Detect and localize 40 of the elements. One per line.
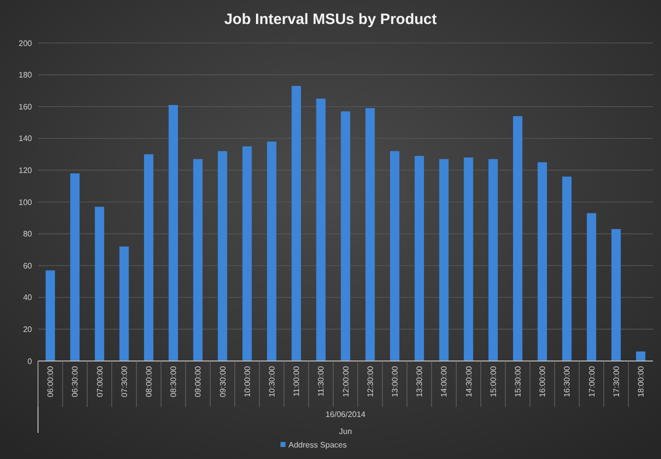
y-tick-label: 140 <box>18 134 33 144</box>
x-tick-label: 10:00:00 <box>242 365 252 398</box>
legend-label: Address Spaces <box>288 440 347 450</box>
chart-title: Job Interval MSUs by Product <box>224 11 437 28</box>
y-tick-label: 100 <box>18 198 33 207</box>
y-tick-label: 160 <box>18 102 33 112</box>
x-tick-label: 16:00:00 <box>538 365 548 398</box>
x-tick-label: 06:00:00 <box>46 365 56 398</box>
y-tick-label: 180 <box>18 70 33 80</box>
x-tick-label: 08:00:00 <box>144 365 154 398</box>
y-tick-label: 0 <box>28 356 33 366</box>
x-tick-label: 12:30:00 <box>366 365 375 398</box>
y-tick-label: 120 <box>18 166 33 175</box>
x-tick-label: 13:00:00 <box>390 365 400 398</box>
x-tick-label: 12:00:00 <box>341 365 350 398</box>
y-tick-label: 40 <box>23 293 33 302</box>
x-tick-label: 11:00:00 <box>292 365 302 397</box>
x-tick-label: 16:30:00 <box>562 365 572 398</box>
text: Jun <box>339 427 352 436</box>
x-tick-label: 15:00:00 <box>488 365 498 398</box>
x-tick-label: 14:00:00 <box>440 365 449 398</box>
x-tick-label: 17:00:00 <box>587 365 596 398</box>
x-tick-label: 14:30:00 <box>464 365 474 398</box>
x-tick-label: 09:30:00 <box>218 365 228 398</box>
y-tick-label: 20 <box>23 325 33 334</box>
x-tick-label: 13:30:00 <box>415 365 424 398</box>
x-tick-label: 11:30:00 <box>316 365 326 397</box>
x-tick-label: 06:30:00 <box>70 365 80 398</box>
x-tick-label: 17:30:00 <box>612 365 621 398</box>
x-tick-label: 15:30:00 <box>514 365 522 398</box>
x-tick-label: 18:00:00 <box>636 365 646 398</box>
x-tick-label: 09:00:00 <box>194 365 203 398</box>
x-tick-label: 10:30:00 <box>268 365 276 398</box>
x-tick-label: 07:00:00 <box>95 365 104 398</box>
y-tick-label: 60 <box>23 261 33 270</box>
y-tick-label: 200 <box>18 38 33 48</box>
x-tick-label: 07:30:00 <box>120 365 129 398</box>
y-tick-label: 80 <box>23 230 33 239</box>
x-axis-title: 16/06/2014 <box>325 410 366 419</box>
x-tick-label: 08:30:00 <box>169 365 178 398</box>
